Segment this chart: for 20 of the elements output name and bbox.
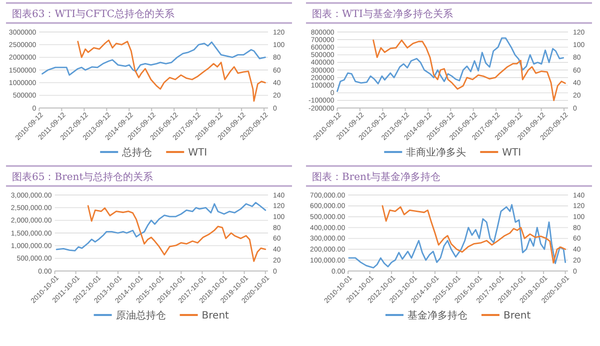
legend-label: 基金净多持仓 <box>407 310 468 322</box>
legend-label: WTI <box>502 148 522 158</box>
chart-title: 图表：Brent与基金净多持仓 <box>312 171 441 183</box>
line-series <box>42 41 266 76</box>
legend-label: WTI <box>188 148 208 158</box>
legend-label: Brent <box>503 310 531 322</box>
legend-label: 总持仓 <box>121 146 152 158</box>
line-series <box>56 202 266 252</box>
line-series <box>77 40 266 102</box>
line-series <box>382 205 566 264</box>
chart-title: 图表：WTI与基金净多持仓关系 <box>312 8 453 20</box>
line-series <box>348 204 566 268</box>
chart-title: 图表63：WTI与CFTC总持仓的关系 <box>12 8 175 20</box>
chart-title: 图表65：Brent与总持仓的关系 <box>12 171 154 183</box>
legend-label: 非商业净多头 <box>406 146 466 158</box>
legend-label: Brent <box>202 310 230 322</box>
legend-label: 原油总持仓 <box>116 310 166 322</box>
line-series <box>87 205 266 262</box>
line-series <box>372 40 566 102</box>
line-series <box>336 37 564 92</box>
